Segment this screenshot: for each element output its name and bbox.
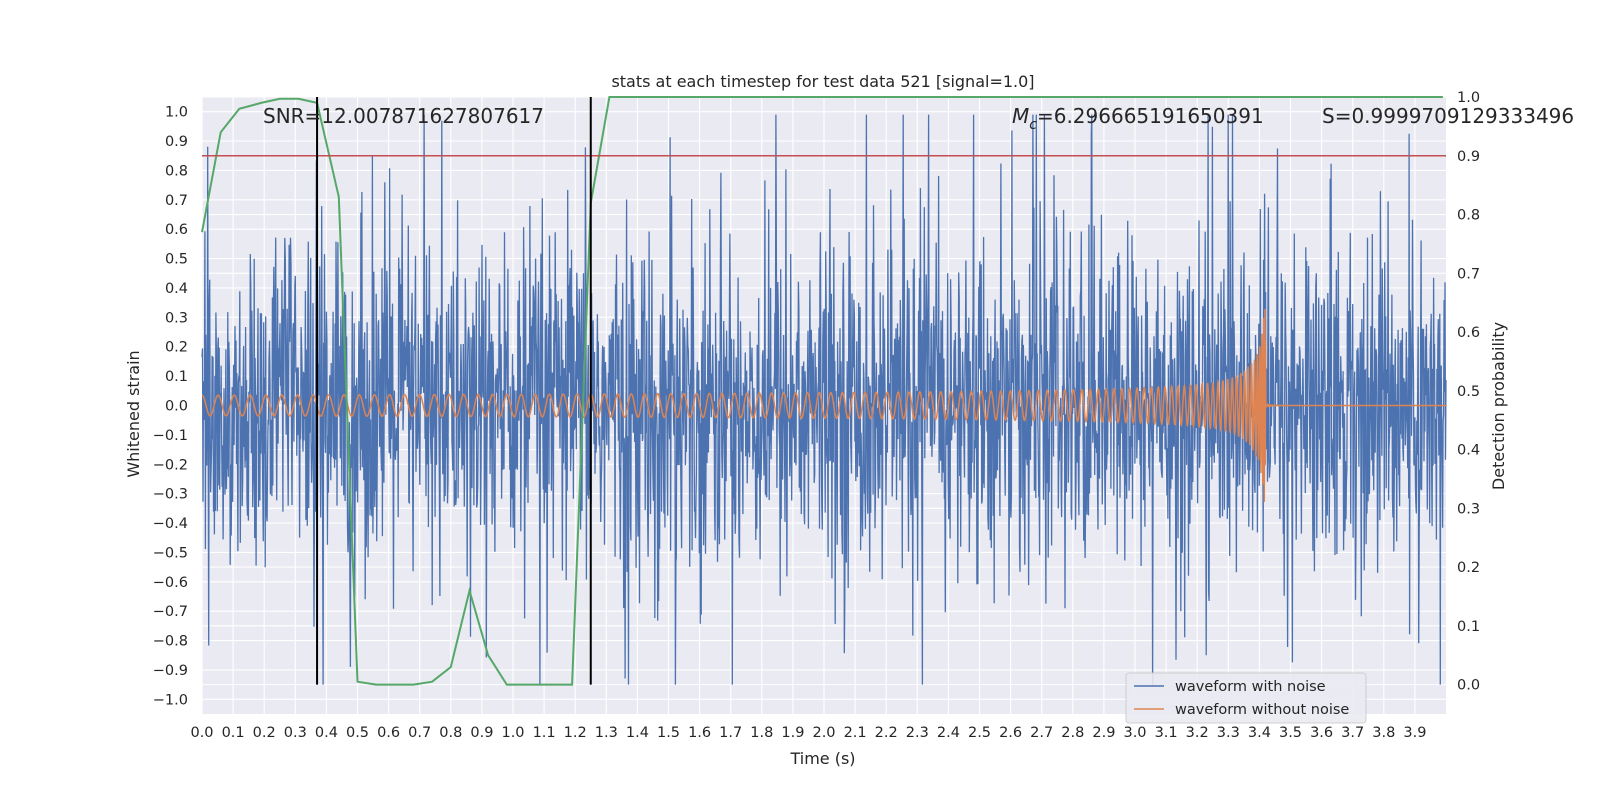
x-tick-label: 0.8 xyxy=(439,725,462,741)
y2-tick-label: 0.9 xyxy=(1457,149,1480,165)
x-tick-label: 0.6 xyxy=(377,725,400,741)
chirp-line xyxy=(201,308,1446,502)
x-tick-label: 0.9 xyxy=(470,725,493,741)
y-tick-label: 0.6 xyxy=(165,222,188,238)
y2-axis-label: Detection probability xyxy=(1489,322,1508,490)
y-tick-label: −0.5 xyxy=(153,545,188,561)
y-tick-label: −1.0 xyxy=(153,692,188,708)
y-tick-label: 0.0 xyxy=(165,399,188,415)
x-axis-label: Time (s) xyxy=(789,749,855,768)
y-tick-label: 0.3 xyxy=(165,310,188,326)
x-tick-label: 0.7 xyxy=(408,725,431,741)
legend-label-clean: waveform without noise xyxy=(1175,702,1349,718)
chirp-mass-subscript: c xyxy=(1029,117,1037,133)
x-tick-label: 0.0 xyxy=(190,725,213,741)
y2-tick-label: 0.1 xyxy=(1457,619,1480,635)
y2-axis-ticks: 1.0 0.9 0.8 0.7 0.6 0.5 0.4 0.3 0.2 0.1 0.0 xyxy=(1457,90,1480,694)
x-tick-label: 1.6 xyxy=(688,725,711,741)
x-tick-label: 3.5 xyxy=(1279,725,1302,741)
y2-tick-label: 0.3 xyxy=(1457,501,1480,517)
x-tick-label: 2.3 xyxy=(906,725,929,741)
x-tick-label: 2.7 xyxy=(1030,725,1053,741)
y-axis-label: Whitened strain xyxy=(124,350,143,477)
x-tick-label: 2.1 xyxy=(844,725,867,741)
x-tick-label: 3.4 xyxy=(1248,725,1271,741)
x-tick-label: 2.6 xyxy=(999,725,1022,741)
chirp-mass-annotation: Mc=6.296665191650391 xyxy=(1012,104,1264,133)
x-tick-label: 3.9 xyxy=(1403,725,1426,741)
x-tick-label: 1.1 xyxy=(533,725,556,741)
x-tick-label: 3.6 xyxy=(1310,725,1333,741)
y-tick-label: −0.9 xyxy=(153,663,188,679)
noise-line xyxy=(201,114,1447,685)
series-waveform-with-noise xyxy=(201,114,1447,685)
x-tick-label: 1.3 xyxy=(595,725,618,741)
x-tick-label: 2.5 xyxy=(968,725,991,741)
x-tick-label: 3.7 xyxy=(1341,725,1364,741)
y-tick-label: 1.0 xyxy=(165,105,188,121)
y-tick-label: 0.9 xyxy=(165,134,188,150)
x-tick-label: 0.3 xyxy=(284,725,307,741)
y2-tick-label: 1.0 xyxy=(1457,90,1480,106)
x-tick-label: 1.7 xyxy=(719,725,742,741)
x-tick-label: 2.2 xyxy=(875,725,898,741)
y-tick-label: −0.7 xyxy=(153,604,188,620)
y-tick-label: 0.5 xyxy=(165,252,188,268)
x-tick-label: 0.2 xyxy=(253,725,276,741)
legend-box xyxy=(1125,672,1367,724)
x-tick-label: 0.5 xyxy=(346,725,369,741)
y2-tick-label: 0.5 xyxy=(1457,384,1480,400)
y2-tick-label: 0.2 xyxy=(1457,560,1480,576)
score-annotation: S=0.9999709129333496 xyxy=(1322,104,1574,128)
x-tick-label: 1.4 xyxy=(626,725,649,741)
x-tick-label: 1.8 xyxy=(750,725,773,741)
legend-label-noise: waveform with noise xyxy=(1175,679,1326,695)
x-axis-ticks: 0.0 0.1 0.2 0.3 0.4 0.5 0.6 0.7 0.8 0.9 1.0 1.1 1.2 1… xyxy=(190,725,1426,741)
y-tick-label: −0.6 xyxy=(153,575,188,591)
x-tick-label: 3.2 xyxy=(1186,725,1209,741)
x-tick-label: 2.4 xyxy=(937,725,960,741)
legend: waveform with noise waveform without noi… xyxy=(1125,672,1367,724)
y-tick-label: 0.7 xyxy=(165,193,188,209)
probability-line xyxy=(201,96,1443,686)
y2-tick-label: 0.4 xyxy=(1457,443,1480,459)
y2-tick-label: 0.6 xyxy=(1457,325,1480,341)
series-waveform-without-noise xyxy=(201,308,1446,502)
x-tick-label: 2.0 xyxy=(812,725,835,741)
reference-lines xyxy=(202,97,1446,685)
y-tick-label: −0.3 xyxy=(153,487,188,503)
x-tick-label: 1.5 xyxy=(657,725,680,741)
y2-tick-label: 0.7 xyxy=(1457,266,1480,282)
y-tick-label: −0.1 xyxy=(153,428,188,444)
y-tick-label: 0.1 xyxy=(165,369,188,385)
snr-annotation: SNR=12.007871627807617 xyxy=(263,104,544,128)
x-tick-label: 2.9 xyxy=(1092,725,1115,741)
x-tick-label: 3.3 xyxy=(1217,725,1240,741)
x-tick-label: 1.0 xyxy=(501,725,524,741)
y-tick-label: −0.2 xyxy=(153,457,188,473)
y-axis-ticks: 1.0 0.9 0.8 0.7 0.6 0.5 0.4 0.3 0.2 0.1 0.0 −0.1 −0.… xyxy=(153,105,188,709)
y2-tick-label: 0.0 xyxy=(1457,678,1480,694)
chirp-mass-symbol: M xyxy=(1012,104,1029,128)
y2-tick-label: 0.8 xyxy=(1457,208,1480,224)
chart-title: stats at each timestep for test data 521… xyxy=(611,72,1034,91)
x-tick-label: 0.1 xyxy=(222,725,245,741)
x-tick-label: 3.1 xyxy=(1155,725,1178,741)
x-tick-label: 1.2 xyxy=(564,725,587,741)
y-tick-label: 0.2 xyxy=(165,340,188,356)
y-tick-label: 0.4 xyxy=(165,281,188,297)
y-tick-label: −0.8 xyxy=(153,634,188,650)
chirp-mass-value: =6.296665191650391 xyxy=(1037,104,1264,128)
series-detection-probability xyxy=(201,96,1443,686)
x-tick-label: 3.0 xyxy=(1123,725,1146,741)
x-tick-label: 1.9 xyxy=(781,725,804,741)
y-tick-label: −0.4 xyxy=(153,516,188,532)
x-tick-label: 0.4 xyxy=(315,725,338,741)
x-tick-label: 3.8 xyxy=(1372,725,1395,741)
x-tick-label: 2.8 xyxy=(1061,725,1084,741)
y-tick-label: 0.8 xyxy=(165,163,188,179)
